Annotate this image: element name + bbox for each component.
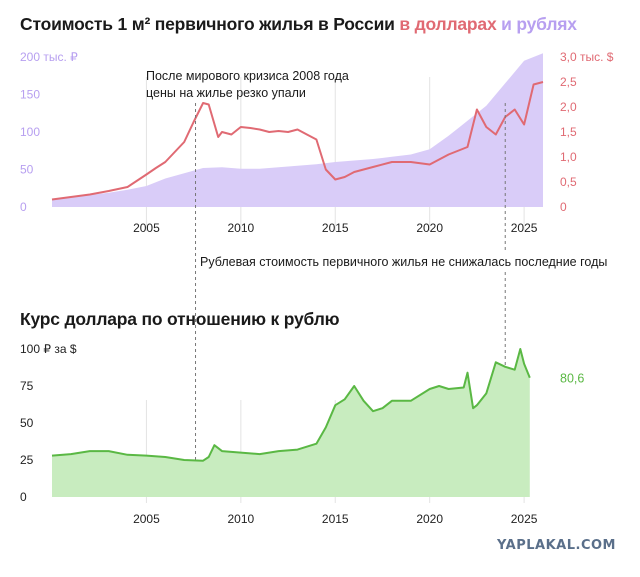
- chart2-fx-line: [51, 348, 531, 462]
- chart1-annotation-ruble-text: Рублевая стоимость первичного жилья не с…: [200, 255, 607, 269]
- watermark-text: YAPLAKAL.COM: [497, 538, 616, 553]
- chart2-last-value-label: 80,6: [560, 372, 584, 386]
- chart1-usd-line: [51, 81, 544, 201]
- chart1-left-tick-label: 50: [20, 163, 34, 177]
- chart2-y-tick-label: 75: [20, 379, 34, 393]
- chart2-y-tick-label: 100 ₽ за $: [20, 342, 77, 356]
- chart2-y-tick-label: 0: [20, 490, 27, 504]
- chart-title-fx: Курс доллара по отношению к рублю: [20, 309, 340, 329]
- chart1-right-tick-label: 0,5: [560, 175, 577, 189]
- title-usd-text: в долларах: [399, 14, 497, 34]
- chart1-x-tick-label: 2015: [322, 221, 349, 235]
- chart2-y-tick-label: 25: [20, 453, 34, 467]
- chart1-left-tick-label: 150: [20, 88, 40, 102]
- chart2-fx-area: [52, 349, 530, 497]
- chart1-x-tick-label: 2010: [227, 221, 254, 235]
- chart1-x-tick-label: 2020: [416, 221, 443, 235]
- title-and-text: и: [496, 14, 517, 34]
- chart1-right-tick-label: 1,0: [560, 150, 577, 164]
- chart1-annotation-crisis-line: После мирового кризиса 2008 года: [146, 69, 349, 83]
- chart2-x-tick-label: 2015: [322, 512, 349, 526]
- chart1-right-tick-label: 3,0 тыс. $: [560, 50, 614, 64]
- title-main-text: Стоимость 1 м² первичного жилья в России: [20, 14, 400, 34]
- chart2-x-tick-label: 2020: [416, 512, 443, 526]
- chart1-left-tick-label: 0: [20, 200, 27, 214]
- chart1-left-tick-label: 100: [20, 125, 40, 139]
- chart1-right-tick-label: 2,5: [560, 75, 577, 89]
- chart1-x-tick-label: 2005: [133, 221, 160, 235]
- chart2-x-tick-label: 2010: [227, 512, 254, 526]
- chart1-left-tick-label: 200 тыс. ₽: [20, 50, 78, 64]
- title-rub-text: рублях: [516, 14, 577, 34]
- chart1-right-tick-label: 2,0: [560, 100, 577, 114]
- chart2-y-tick-label: 50: [20, 416, 34, 430]
- chart2-x-tick-label: 2005: [133, 512, 160, 526]
- chart1-ruble-area: [52, 53, 543, 207]
- chart-title-housing: Стоимость 1 м² первичного жилья в России…: [20, 14, 577, 35]
- chart1-annotation-crisis-line: цены на жилье резко упали: [146, 86, 306, 100]
- chart1-x-tick-label: 2025: [511, 221, 538, 235]
- chart2-x-tick-label: 2025: [511, 512, 538, 526]
- chart1-right-tick-label: 0: [560, 200, 567, 214]
- chart1-right-tick-label: 1,5: [560, 125, 577, 139]
